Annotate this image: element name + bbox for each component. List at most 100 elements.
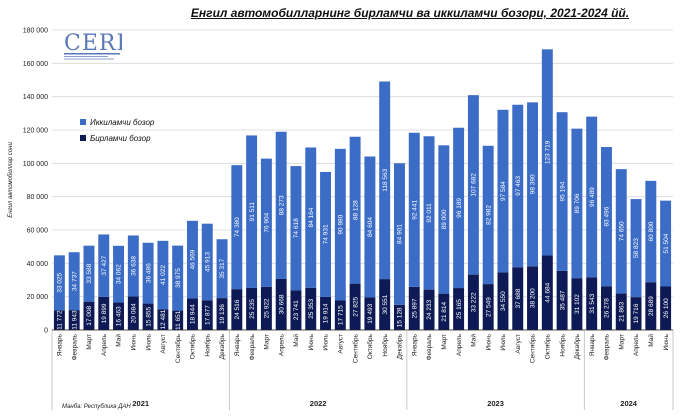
data-label-primary: 19 914 [323,303,330,323]
legend-swatch-secondary [80,119,86,125]
bar-secondary [334,148,346,301]
bar-primary [216,298,228,330]
data-label-primary: 15 855 [145,306,152,326]
data-label-primary: 28 689 [648,296,655,316]
x-tick-label: Октябрь [544,333,552,359]
x-tick-label: Январь [411,333,418,356]
bar-secondary [453,127,465,289]
x-tick-label: Май [470,334,478,347]
y-tick-label: 0 [44,328,48,335]
year-label: 2022 [310,399,327,408]
x-tick-label: Май [292,334,300,347]
data-label-primary: 25 897 [411,298,418,318]
data-label-primary: 25 165 [456,299,463,319]
data-label-secondary: 118 563 [382,168,389,191]
data-label-secondary: 74 650 [618,221,625,241]
data-label-primary: 19 493 [367,303,374,323]
bar-primary [364,297,376,330]
data-label-secondary: 96 489 [589,187,596,207]
bar-secondary [615,169,627,294]
data-label-primary: 27 825 [352,296,359,316]
data-label-primary: 19 136 [219,304,226,324]
bar-secondary [157,240,169,310]
data-label-primary: 34 550 [500,291,507,311]
bar-primary [379,279,391,330]
data-label-secondary: 36 486 [145,263,152,283]
bar-secondary [53,255,65,311]
data-label-primary: 30 551 [382,294,389,314]
bar-secondary [482,145,494,285]
x-tick-label: Сентябрь [529,333,537,363]
x-tick-label: Февраль [604,333,611,360]
data-label-primary: 25 353 [308,299,315,319]
data-label-primary: 11 651 [175,310,182,330]
y-tick-label: 160 000 [23,61,48,68]
x-tick-label: Апрель [456,333,463,356]
data-label-secondary: 36 638 [131,256,138,276]
data-label-primary: 12 481 [160,309,167,329]
data-label-secondary: 97 584 [500,181,507,201]
bar-primary [113,302,125,330]
bar-primary [408,286,420,330]
bar-primary [260,286,272,330]
bar-secondary [290,166,302,291]
bar-secondary [68,252,80,311]
data-label-secondary: 51 504 [663,233,670,253]
x-tick-label: Март [264,334,271,350]
bar-secondary [571,128,583,279]
y-tick-label: 80 000 [27,194,49,201]
data-label-secondary: 41 022 [160,265,167,285]
legend-label-primary: Бирламчи бозор [90,133,151,143]
data-label-primary: 38 200 [530,288,537,308]
data-label-primary: 15 128 [397,307,404,327]
bar-secondary [320,171,332,297]
x-tick-label: Июнь [308,333,315,350]
bar-secondary [512,104,524,268]
data-label-primary: 18 944 [190,304,197,324]
data-label-secondary: 34 062 [116,264,123,284]
data-label-secondary: 83 496 [604,206,611,226]
data-label-secondary: 84 901 [397,224,404,244]
data-label-primary: 16 463 [116,306,123,326]
bar-primary [467,274,479,330]
data-label-secondary: 123 719 [545,140,552,164]
x-tick-label: Октябрь [366,333,374,359]
bar-secondary [556,112,568,271]
data-label-secondary: 97 463 [515,176,522,196]
bar-primary [142,303,154,330]
bar-secondary [645,180,657,283]
data-label-secondary: 98 390 [530,174,537,194]
bar-secondary [423,136,435,290]
data-label-primary: 25 235 [249,299,256,319]
data-label-secondary: 60 800 [648,221,655,241]
data-label-primary: 35 487 [559,290,566,310]
x-tick-label: Февраль [71,333,78,360]
legend-item-secondary: Иккиламчи бозор [80,114,154,130]
data-label-primary: 20 084 [131,303,138,323]
x-tick-label: Ноябрь [203,333,211,356]
data-label-secondary: 82 982 [485,205,492,225]
bar-secondary [260,158,272,287]
bar-secondary [127,235,139,297]
data-label-secondary: 107 682 [471,173,478,197]
bar-primary [305,287,317,330]
bar-primary [231,289,243,330]
bar-secondary [113,245,125,303]
legend-item-primary: Бирламчи бозор [80,130,154,146]
bar-primary [186,298,198,330]
legend: Иккиламчи бозор Бирламчи бозор [80,114,154,146]
x-tick-label: Декабрь [396,333,404,359]
data-label-secondary: 35 317 [219,258,226,278]
x-tick-label: Ноябрь [381,333,389,356]
bar-primary [127,296,139,330]
bar-primary [527,266,539,330]
bar-secondary [142,242,154,304]
x-tick-label: Июль [500,333,507,350]
bar-primary [68,310,80,330]
x-tick-label: Февраль [249,333,256,360]
bar-secondary [364,156,376,298]
x-tick-label: Январь [57,333,64,356]
bar-primary [482,284,494,330]
data-label-primary: 11 772 [57,310,64,330]
